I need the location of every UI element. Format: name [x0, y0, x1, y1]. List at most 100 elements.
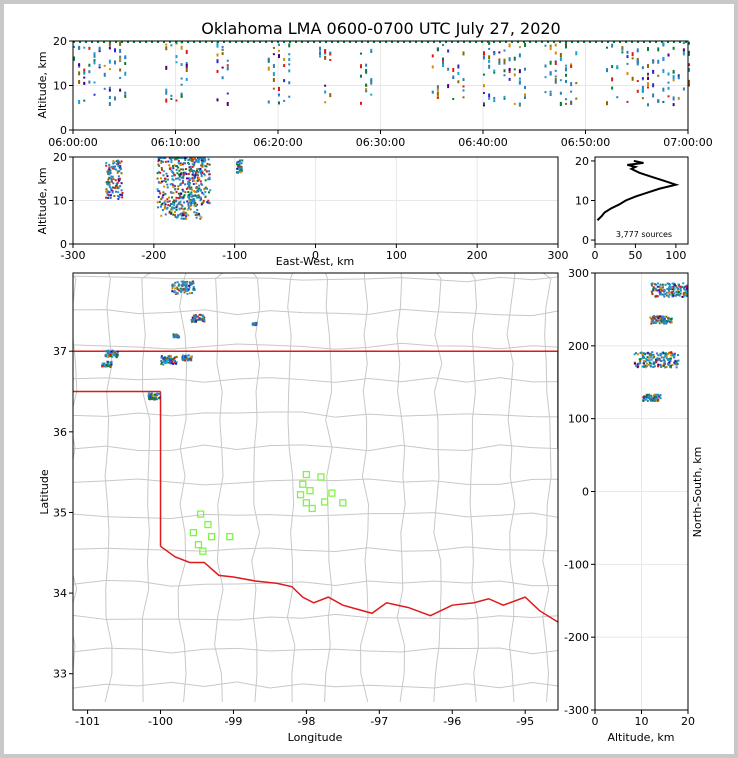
source-pixel [186, 289, 189, 292]
source-pixel [190, 169, 193, 172]
altitude-ns-ticks: 0 10 20 300 200 100 0 -100 -200 -300 [564, 267, 695, 728]
source-pixel [108, 163, 111, 166]
source-pixel [178, 201, 181, 204]
source-pixel [196, 196, 199, 199]
source-pixel [653, 362, 656, 365]
source-pixel [616, 65, 619, 70]
source-pixel [647, 47, 649, 52]
source-pixel [324, 101, 327, 104]
source-pixel [101, 365, 104, 368]
source-pixel [670, 321, 673, 324]
time-tick-label: 06:20:00 [253, 136, 302, 149]
source-pixel [171, 196, 174, 199]
source-pixel [452, 76, 455, 79]
source-pixel [660, 289, 663, 292]
source-pixel [184, 157, 187, 159]
source-pixel [161, 157, 164, 159]
source-pixel [180, 95, 183, 98]
source-pixel [83, 46, 86, 49]
source-pixel [241, 159, 244, 162]
source-pixel [661, 315, 664, 318]
source-pixel [108, 173, 111, 176]
source-pixel [198, 196, 201, 199]
source-pixel [174, 287, 177, 290]
source-pixel [108, 59, 111, 64]
source-pixel [554, 80, 557, 84]
source-pixel [181, 356, 184, 359]
source-pixel [360, 101, 362, 105]
source-pixel [652, 93, 655, 98]
source-pixel [159, 181, 162, 184]
source-pixel [671, 295, 674, 298]
ew-tick-label: 300 [548, 249, 569, 262]
source-pixel [179, 213, 182, 216]
source-pixel [641, 66, 644, 70]
source-pixel [513, 68, 516, 71]
station-marker [306, 487, 314, 495]
source-pixel [176, 334, 179, 337]
county-line [73, 613, 558, 621]
longitude-tick-label: -97 [370, 715, 388, 728]
source-pixel [190, 358, 193, 361]
source-pixel [198, 195, 201, 198]
source-pixel [107, 180, 110, 183]
source-pixel [175, 199, 178, 202]
source-pixel [195, 203, 198, 206]
source-pixel [111, 355, 114, 358]
source-pixel [176, 215, 179, 218]
source-pixel [208, 176, 211, 179]
source-pixel [179, 200, 182, 203]
source-pixel [204, 179, 207, 182]
source-pixel [160, 166, 163, 169]
source-pixel [161, 160, 164, 163]
source-pixel [662, 100, 665, 103]
source-pixel [672, 69, 675, 73]
source-pixel [158, 157, 161, 159]
source-pixel [670, 319, 673, 322]
source-pixel [180, 207, 183, 210]
time-tick-label: 06:40:00 [458, 136, 507, 149]
source-pixel [192, 158, 195, 161]
source-pixel [559, 91, 562, 95]
source-pixel [667, 86, 670, 90]
source-pixel [168, 211, 171, 214]
source-pixel [105, 355, 108, 358]
source-pixel [654, 295, 657, 298]
source-pixel [508, 67, 511, 71]
source-pixel [254, 324, 257, 327]
source-pixel [199, 189, 202, 192]
source-pixel [98, 63, 101, 66]
source-pixel [107, 363, 110, 366]
source-pixel [272, 87, 275, 90]
source-pixel [93, 93, 96, 96]
source-pixel [88, 80, 91, 84]
source-pixel [554, 69, 557, 72]
source-pixel [675, 286, 678, 289]
source-pixel [254, 322, 257, 325]
source-pixel [611, 86, 614, 90]
source-pixel [169, 158, 172, 161]
red-river-border [160, 545, 558, 623]
source-pixel [149, 396, 152, 399]
source-pixel [670, 351, 673, 354]
source-pixel [183, 194, 186, 197]
source-pixel [488, 59, 491, 63]
source-pixel [113, 167, 116, 170]
source-pixel [121, 194, 124, 197]
source-pixel [93, 52, 96, 55]
source-pixel [163, 361, 166, 364]
source-pixel [117, 179, 120, 182]
source-pixel [650, 398, 653, 401]
source-pixel [498, 60, 501, 65]
source-pixel [204, 190, 207, 193]
source-pixel [653, 287, 656, 290]
source-pixel [199, 171, 202, 174]
source-pixel [160, 180, 163, 183]
source-pixel [193, 176, 196, 179]
source-pixel [226, 101, 229, 106]
source-pixel [178, 175, 181, 178]
source-pixel [633, 353, 636, 356]
county-line [324, 273, 333, 702]
source-pixel [160, 160, 163, 163]
source-pixel [169, 183, 172, 186]
